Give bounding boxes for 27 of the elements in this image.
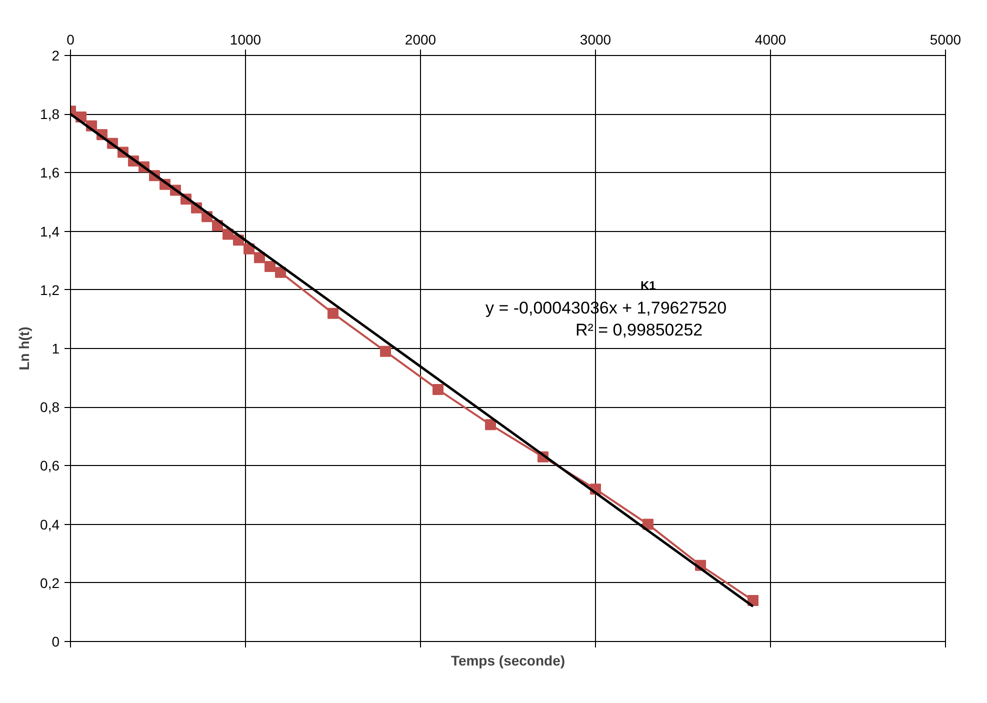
x-tick-label: 0 xyxy=(66,32,75,48)
y-axis-title: Ln h(t) xyxy=(16,326,32,370)
point xyxy=(264,260,276,272)
y-tick-label: 1,2 xyxy=(40,282,60,298)
x-tick-label: 1000 xyxy=(230,32,262,48)
y-tick-label: 0,8 xyxy=(40,399,60,416)
x-tick-label: 3000 xyxy=(580,32,612,48)
y-tick-label: 0,6 xyxy=(40,458,60,474)
x-tick-label: 5000 xyxy=(930,32,962,48)
point xyxy=(254,252,265,264)
y-tick-label: 0,2 xyxy=(40,574,60,591)
y-tick-label: 1,8 xyxy=(40,106,60,122)
x-axis-title: Temps (seconde) xyxy=(450,652,566,668)
y-tick-label: 1,4 xyxy=(40,223,60,240)
x-tick-label: 4000 xyxy=(754,32,786,48)
y-tick-label: 0 xyxy=(52,634,60,650)
y-tick-label: 2 xyxy=(52,48,60,64)
y-tick-label: 1 xyxy=(52,340,60,356)
annotation: R² = 0,99850252 xyxy=(576,320,703,340)
point xyxy=(275,266,286,278)
point xyxy=(380,346,391,357)
point xyxy=(485,419,496,430)
point xyxy=(328,308,338,319)
y-tick-label: 0,4 xyxy=(40,516,60,532)
point xyxy=(432,384,444,396)
y-tick-label: 1,6 xyxy=(40,164,60,181)
x-tick-label: 2000 xyxy=(404,32,436,48)
